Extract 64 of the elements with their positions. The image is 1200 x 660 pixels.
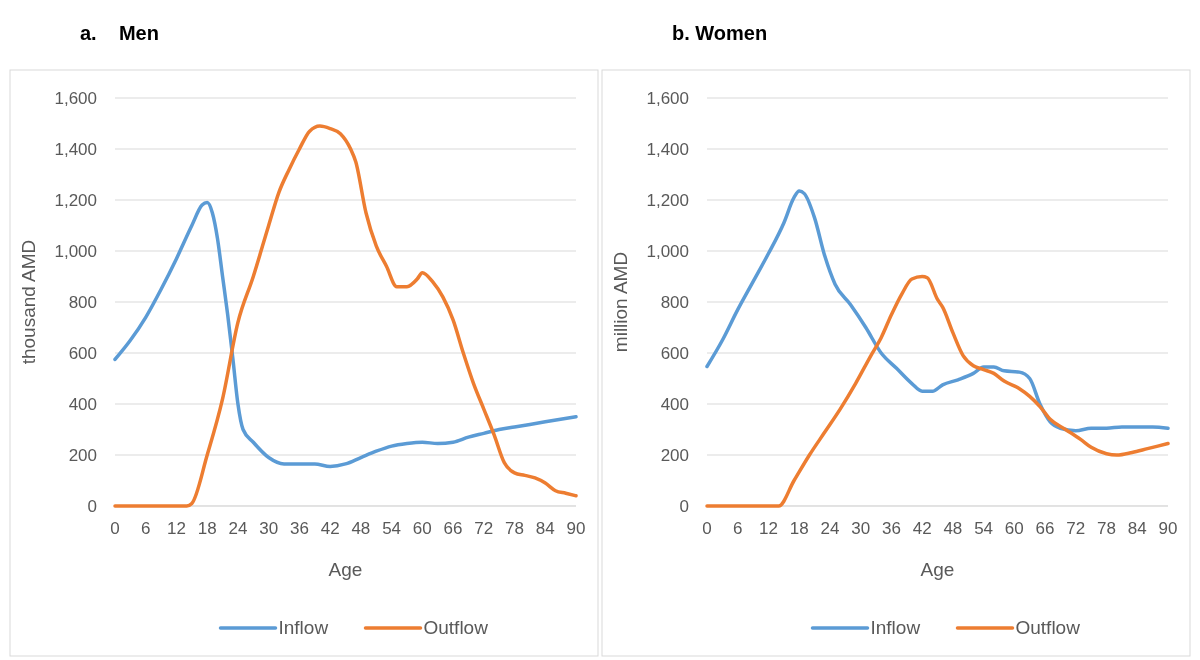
x-tick-label: 60 <box>1004 519 1024 538</box>
x-tick-label: 30 <box>851 519 871 538</box>
x-tick-label: 54 <box>382 519 402 538</box>
legend-label: Outflow <box>1015 617 1081 638</box>
x-axis-title: Age <box>328 559 363 580</box>
y-tick-label: 1,400 <box>646 140 689 159</box>
x-tick-label: 12 <box>167 519 186 538</box>
x-tick-label: 78 <box>1097 519 1116 538</box>
legend-label: Inflow <box>278 617 329 638</box>
x-tick-label: 90 <box>566 519 586 538</box>
line-series <box>705 189 1170 433</box>
x-tick-label: 12 <box>759 519 778 538</box>
legend-label: Outflow <box>423 617 489 638</box>
x-tick-label: 24 <box>820 519 840 538</box>
y-tick-label: 1,200 <box>646 191 689 210</box>
x-tick-label: 36 <box>881 519 901 538</box>
x-axis-title: Age <box>920 559 955 580</box>
x-tick-label: 78 <box>505 519 524 538</box>
x-tick-label: 42 <box>320 519 340 538</box>
y-axis-title: million AMD <box>610 251 631 353</box>
x-tick-label: 0 <box>702 519 712 538</box>
y-tick-label: 800 <box>68 293 97 312</box>
legend-label: Inflow <box>870 617 921 638</box>
y-tick-label: 800 <box>660 293 689 312</box>
y-tick-label: 1,600 <box>54 89 97 108</box>
x-tick-label: 24 <box>228 519 248 538</box>
x-tick-label: 18 <box>789 519 809 538</box>
x-tick-label: 48 <box>943 519 963 538</box>
y-tick-label: 600 <box>660 344 689 363</box>
x-tick-label: 30 <box>259 519 279 538</box>
x-tick-label: 84 <box>535 519 555 538</box>
y-tick-label: 1,000 <box>646 242 689 261</box>
x-tick-label: 72 <box>1066 519 1086 538</box>
x-tick-label: 42 <box>912 519 932 538</box>
y-axis-title: thousand AMD <box>18 239 39 365</box>
x-tick-label: 90 <box>1158 519 1178 538</box>
chart-title: a. Men <box>80 22 159 44</box>
chart-title: b. Women <box>672 22 768 44</box>
x-tick-label: 36 <box>289 519 309 538</box>
y-tick-label: 1,600 <box>646 89 689 108</box>
y-tick-label: 0 <box>87 497 97 516</box>
y-tick-label: 1,400 <box>54 140 97 159</box>
x-tick-label: 54 <box>974 519 994 538</box>
y-tick-label: 600 <box>68 344 97 363</box>
x-tick-label: 84 <box>1127 519 1147 538</box>
y-tick-label: 400 <box>68 395 97 414</box>
line-series <box>113 124 578 508</box>
line-series <box>705 274 1170 508</box>
y-tick-label: 1,000 <box>54 242 97 261</box>
x-tick-label: 66 <box>1035 519 1055 538</box>
x-tick-label: 6 <box>141 519 151 538</box>
x-tick-label: 18 <box>197 519 217 538</box>
x-tick-label: 72 <box>474 519 494 538</box>
x-tick-label: 60 <box>412 519 432 538</box>
y-tick-label: 200 <box>660 446 689 465</box>
x-tick-label: 6 <box>733 519 743 538</box>
line-series <box>113 200 578 469</box>
x-tick-label: 66 <box>443 519 463 538</box>
y-tick-label: 0 <box>679 497 689 516</box>
y-tick-label: 200 <box>68 446 97 465</box>
y-tick-label: 1,200 <box>54 191 97 210</box>
x-tick-label: 0 <box>110 519 120 538</box>
y-tick-label: 400 <box>660 395 689 414</box>
x-tick-label: 48 <box>351 519 371 538</box>
